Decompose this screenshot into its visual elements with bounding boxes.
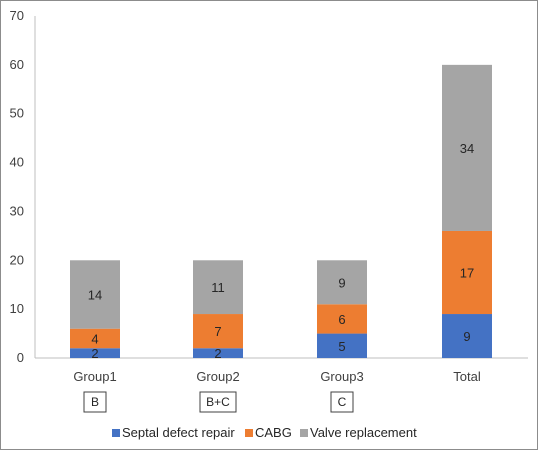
category-tag-1: B <box>91 395 99 409</box>
bar-4-series-3 <box>442 64 492 231</box>
category-tag-3: C <box>338 395 347 409</box>
data-label-2-1: 2 <box>214 346 221 361</box>
bar-3-series-2 <box>317 304 367 334</box>
data-label-1-1: 2 <box>91 346 98 361</box>
bar-4-series-1 <box>442 314 492 358</box>
y-tick-label-7: 70 <box>10 8 24 23</box>
legend-swatch-1 <box>112 429 120 437</box>
y-tick-label-5: 50 <box>10 106 24 121</box>
y-tick-label-1: 10 <box>10 301 24 316</box>
data-label-3-2: 6 <box>338 312 345 327</box>
x-tick-label-4: Total <box>453 369 481 384</box>
y-tick-label-4: 40 <box>10 155 24 170</box>
bar-4-series-2 <box>442 230 492 315</box>
x-tick-label-3: Group3 <box>320 369 363 384</box>
bar-1-series-1 <box>70 348 120 358</box>
y-tick-label-3: 30 <box>10 203 24 218</box>
category-tag-box-3 <box>330 391 354 413</box>
bar-1-series-2 <box>70 328 120 349</box>
y-tick-label-2: 20 <box>10 252 24 267</box>
y-tick-label-0: 0 <box>17 350 24 365</box>
legend-label-2: CABG <box>255 425 292 440</box>
data-label-4-3: 34 <box>460 141 474 156</box>
y-tick-label-6: 60 <box>10 57 24 72</box>
bar-3-series-1 <box>317 333 367 358</box>
data-label-4-1: 9 <box>463 329 470 344</box>
legend-swatch-2 <box>245 429 253 437</box>
data-label-1-3: 14 <box>88 287 102 302</box>
data-label-3-3: 9 <box>338 275 345 290</box>
category-tag-2: B+C <box>206 395 230 409</box>
bar-2-series-3 <box>193 260 243 315</box>
bar-2-series-2 <box>193 314 243 349</box>
data-label-4-2: 17 <box>460 266 474 281</box>
x-tick-label-2: Group2 <box>196 369 239 384</box>
data-label-3-1: 5 <box>338 339 345 354</box>
data-label-1-2: 4 <box>91 331 98 346</box>
bar-2-series-1 <box>193 348 243 358</box>
data-label-2-2: 7 <box>214 324 221 339</box>
data-label-2-3: 11 <box>211 280 225 295</box>
bar-1-series-3 <box>70 260 120 329</box>
bar-3-series-3 <box>317 260 367 305</box>
legend-swatch-3 <box>300 429 308 437</box>
x-tick-label-1: Group1 <box>73 369 116 384</box>
legend-label-3: Valve replacement <box>310 425 417 440</box>
category-tag-box-1 <box>83 391 107 413</box>
category-tag-box-2 <box>199 391 237 413</box>
legend-label-1: Septal defect repair <box>122 425 235 440</box>
